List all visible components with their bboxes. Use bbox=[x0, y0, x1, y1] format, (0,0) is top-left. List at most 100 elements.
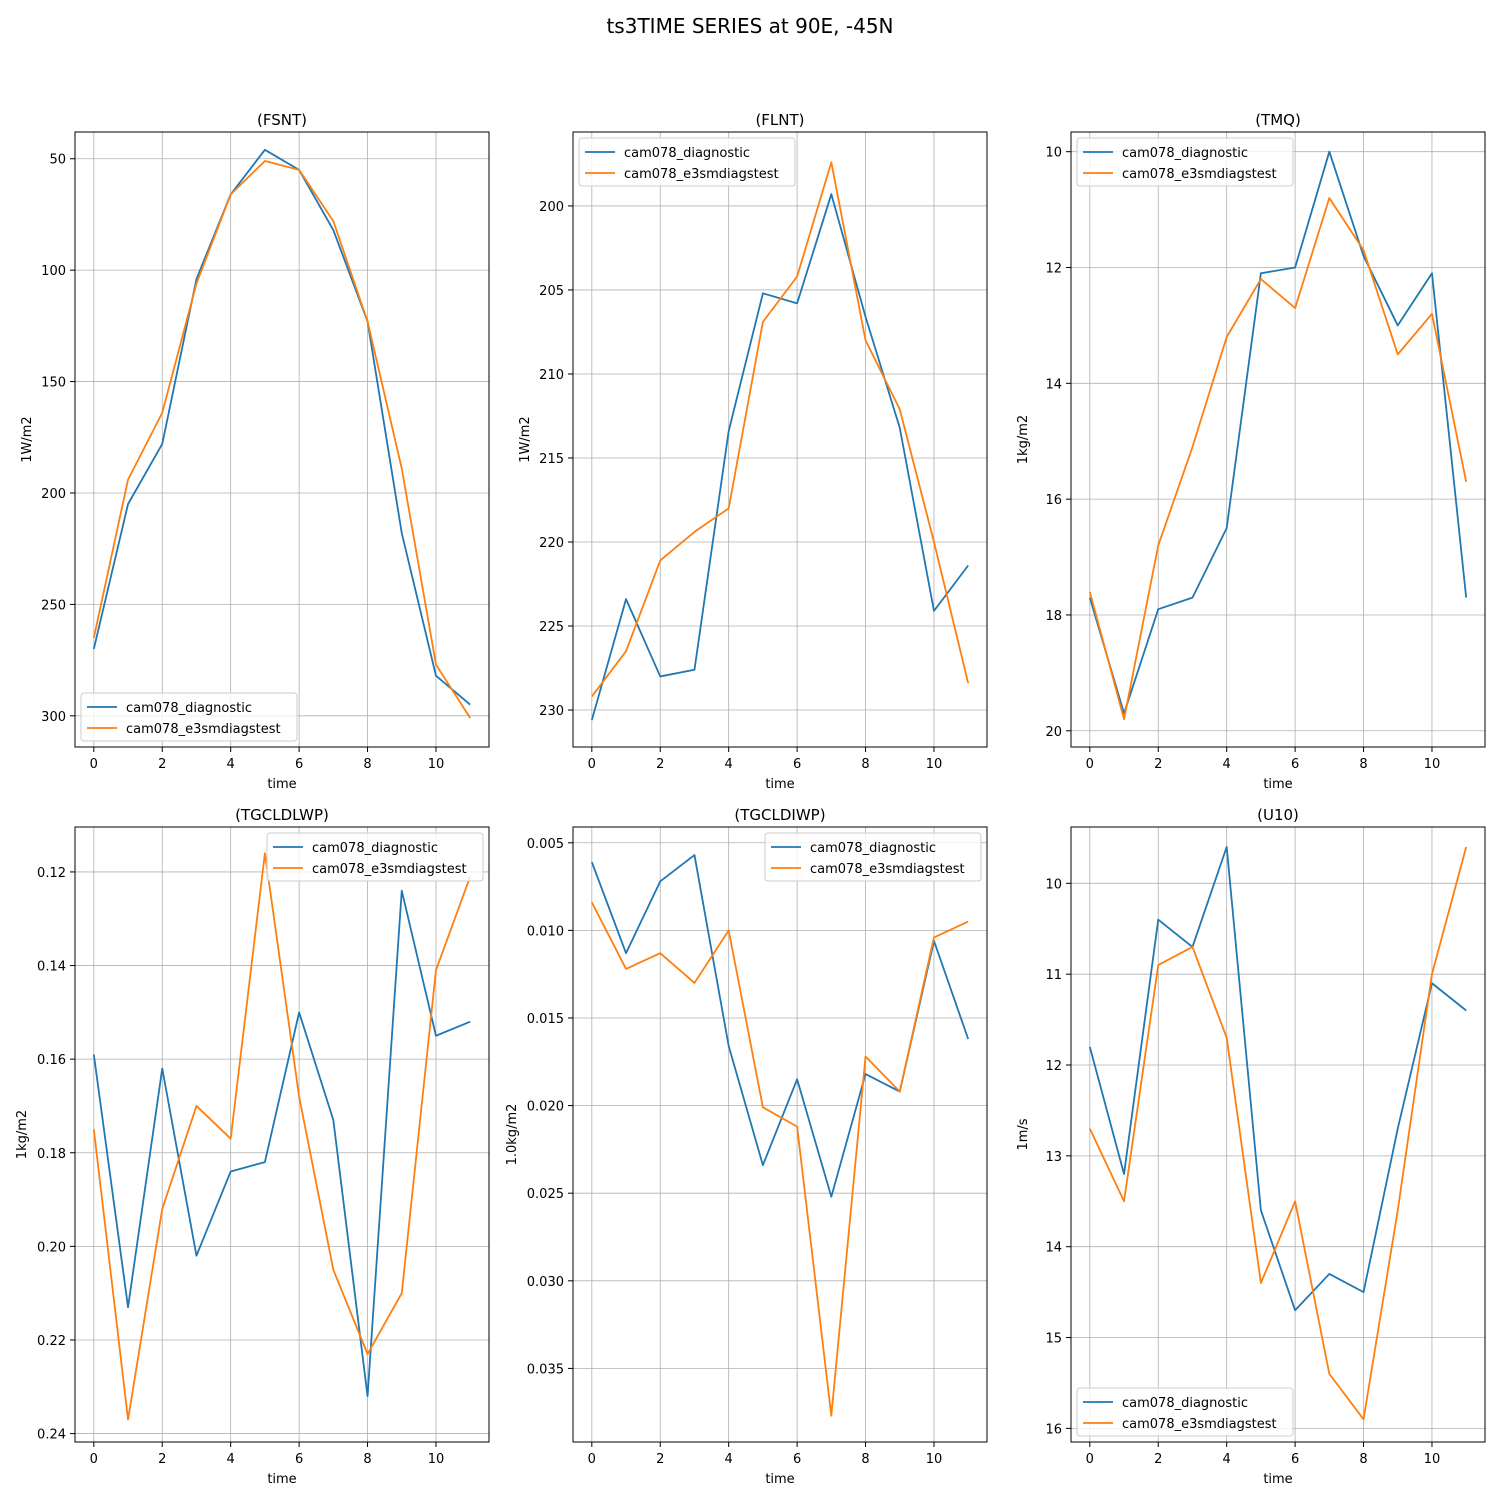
legend: cam078_diagnostic cam078_e3smdiagstest bbox=[1076, 1387, 1294, 1437]
x-tick-label: 2 bbox=[1154, 757, 1162, 772]
legend-label: cam078_diagnostic bbox=[126, 701, 252, 716]
subplot-3: 0 2 4 6 8 10 10 12 14 16 18 20 (TMQ) time 1kg/m2 cam078… bbox=[1016, 111, 1486, 792]
y-tick-label: 300 bbox=[41, 710, 66, 725]
x-tick-label: 6 bbox=[295, 757, 303, 772]
subplot-title: (FSNT) bbox=[257, 111, 307, 129]
subplot-6: 0 2 4 6 8 10 10 11 12 13 14 15 16 (U10) time 1m/s cam078… bbox=[1016, 806, 1486, 1487]
x-tick-label: 0 bbox=[1086, 1452, 1094, 1467]
y-tick-label: 0.020 bbox=[527, 1100, 564, 1115]
y-axis-label: 1kg/m2 bbox=[15, 1110, 30, 1159]
x-tick-label: 10 bbox=[1424, 1452, 1441, 1467]
x-tick-label: 8 bbox=[363, 1452, 371, 1467]
series-line-e3smdiagstest bbox=[591, 901, 969, 1417]
y-tick-label: 10 bbox=[1045, 877, 1062, 892]
legend: cam078_diagnostic cam078_e3smdiagstest bbox=[1076, 137, 1294, 187]
x-tick-label: 6 bbox=[1291, 757, 1299, 772]
series-line-e3smdiagstest bbox=[92, 160, 471, 719]
x-tick-label: 6 bbox=[793, 757, 801, 772]
x-tick-label: 8 bbox=[861, 1452, 869, 1467]
legend-label: cam078_e3smdiagstest bbox=[126, 722, 281, 737]
legend-label: cam078_e3smdiagstest bbox=[810, 862, 965, 877]
y-tick-label: 200 bbox=[41, 487, 66, 502]
legend: cam078_diagnostic cam078_e3smdiagstest bbox=[266, 832, 484, 882]
axes-frame bbox=[572, 826, 988, 1443]
x-tick-label: 4 bbox=[725, 1452, 733, 1467]
y-tick-label: 0.20 bbox=[37, 1240, 66, 1255]
legend-label: cam078_diagnostic bbox=[1122, 146, 1248, 161]
figure-title: ts3TIME SERIES at 90E, -45N bbox=[606, 14, 894, 38]
y-tick-label: 225 bbox=[539, 620, 564, 635]
x-tick-label: 6 bbox=[295, 1452, 303, 1467]
legend-label: cam078_e3smdiagstest bbox=[1122, 167, 1277, 182]
x-tick-label: 4 bbox=[1223, 757, 1231, 772]
subplot-2: 0 2 4 6 8 10 200 205 210 215 220 225 230 (FLNT) time 1W… bbox=[518, 111, 988, 792]
legend: cam078_diagnostic cam078_e3smdiagstest bbox=[578, 137, 796, 187]
subplot-title: (TGCLDLWP) bbox=[235, 806, 329, 824]
x-tick-label: 6 bbox=[793, 1452, 801, 1467]
x-axis-label: time bbox=[1263, 1472, 1292, 1487]
y-axis-label: 1.0kg/m2 bbox=[505, 1104, 520, 1166]
subplot-1: 0 2 4 6 8 10 50 100 150 200 250 300 (FSNT) time 1W/m2 c… bbox=[20, 111, 490, 792]
subplot-title: (U10) bbox=[1257, 806, 1299, 824]
series-line-diagnostic bbox=[92, 148, 471, 706]
y-tick-label: 20 bbox=[1045, 725, 1062, 740]
series-line-e3smdiagstest bbox=[92, 852, 472, 1421]
x-tick-label: 8 bbox=[1359, 757, 1367, 772]
y-tick-label: 0.005 bbox=[527, 837, 564, 852]
y-tick-label: 0.16 bbox=[37, 1053, 66, 1068]
legend-box bbox=[1076, 1387, 1294, 1437]
legend: cam078_diagnostic cam078_e3smdiagstest bbox=[80, 692, 298, 742]
y-axis-label: 1kg/m2 bbox=[1016, 415, 1031, 464]
legend-box bbox=[764, 832, 982, 882]
axes-frame bbox=[1070, 131, 1486, 748]
y-tick-label: 150 bbox=[41, 376, 66, 391]
y-tick-label: 0.010 bbox=[527, 924, 564, 939]
y-tick-label: 200 bbox=[539, 200, 564, 215]
legend-label: cam078_e3smdiagstest bbox=[1122, 1417, 1277, 1432]
y-tick-label: 0.22 bbox=[37, 1334, 66, 1349]
x-tick-label: 10 bbox=[1424, 757, 1441, 772]
x-axis-label: time bbox=[267, 777, 296, 792]
x-tick-label: 8 bbox=[861, 757, 869, 772]
legend-box bbox=[266, 832, 484, 882]
x-tick-label: 0 bbox=[90, 757, 98, 772]
y-tick-label: 0.030 bbox=[527, 1275, 564, 1290]
y-axis-label: 1W/m2 bbox=[518, 416, 533, 462]
y-tick-label: 0.18 bbox=[37, 1147, 66, 1162]
series-line-diagnostic bbox=[1088, 846, 1467, 1312]
x-tick-label: 0 bbox=[1086, 757, 1094, 772]
y-tick-label: 0.035 bbox=[527, 1362, 564, 1377]
y-tick-label: 205 bbox=[539, 284, 564, 299]
x-axis-label: time bbox=[267, 1472, 296, 1487]
x-tick-label: 0 bbox=[588, 757, 596, 772]
x-tick-label: 2 bbox=[656, 757, 664, 772]
y-tick-label: 13 bbox=[1045, 1150, 1062, 1165]
y-tick-label: 15 bbox=[1045, 1332, 1062, 1347]
y-tick-label: 100 bbox=[41, 264, 66, 279]
y-tick-label: 215 bbox=[539, 452, 564, 467]
subplot-title: (FLNT) bbox=[755, 111, 804, 129]
x-tick-label: 2 bbox=[1154, 1452, 1162, 1467]
subplot-4: 0 2 4 6 8 10 0.12 0.14 0.16 0.18 0.20 0.22 0.24 (TGCL… bbox=[15, 806, 490, 1487]
series-line-e3smdiagstest bbox=[1088, 197, 1468, 721]
series-line-diagnostic bbox=[92, 889, 471, 1398]
y-axis-label: 1m/s bbox=[1016, 1118, 1031, 1150]
x-tick-label: 2 bbox=[158, 1452, 166, 1467]
x-tick-label: 0 bbox=[588, 1452, 596, 1467]
x-axis-label: time bbox=[765, 1472, 794, 1487]
y-tick-label: 12 bbox=[1045, 1059, 1062, 1074]
legend-label: cam078_diagnostic bbox=[624, 146, 750, 161]
legend-label: cam078_diagnostic bbox=[810, 841, 936, 856]
legend-box bbox=[1076, 137, 1294, 187]
x-tick-label: 4 bbox=[227, 757, 235, 772]
x-tick-label: 10 bbox=[926, 1452, 943, 1467]
legend-label: cam078_e3smdiagstest bbox=[624, 167, 779, 182]
series-line-e3smdiagstest bbox=[591, 161, 970, 698]
axes-frame bbox=[74, 131, 490, 748]
y-tick-label: 16 bbox=[1045, 493, 1062, 508]
y-tick-label: 0.025 bbox=[527, 1187, 564, 1202]
subplot-title: (TGCLDIWP) bbox=[734, 806, 825, 824]
legend-box bbox=[80, 692, 298, 742]
x-tick-label: 10 bbox=[428, 1452, 445, 1467]
